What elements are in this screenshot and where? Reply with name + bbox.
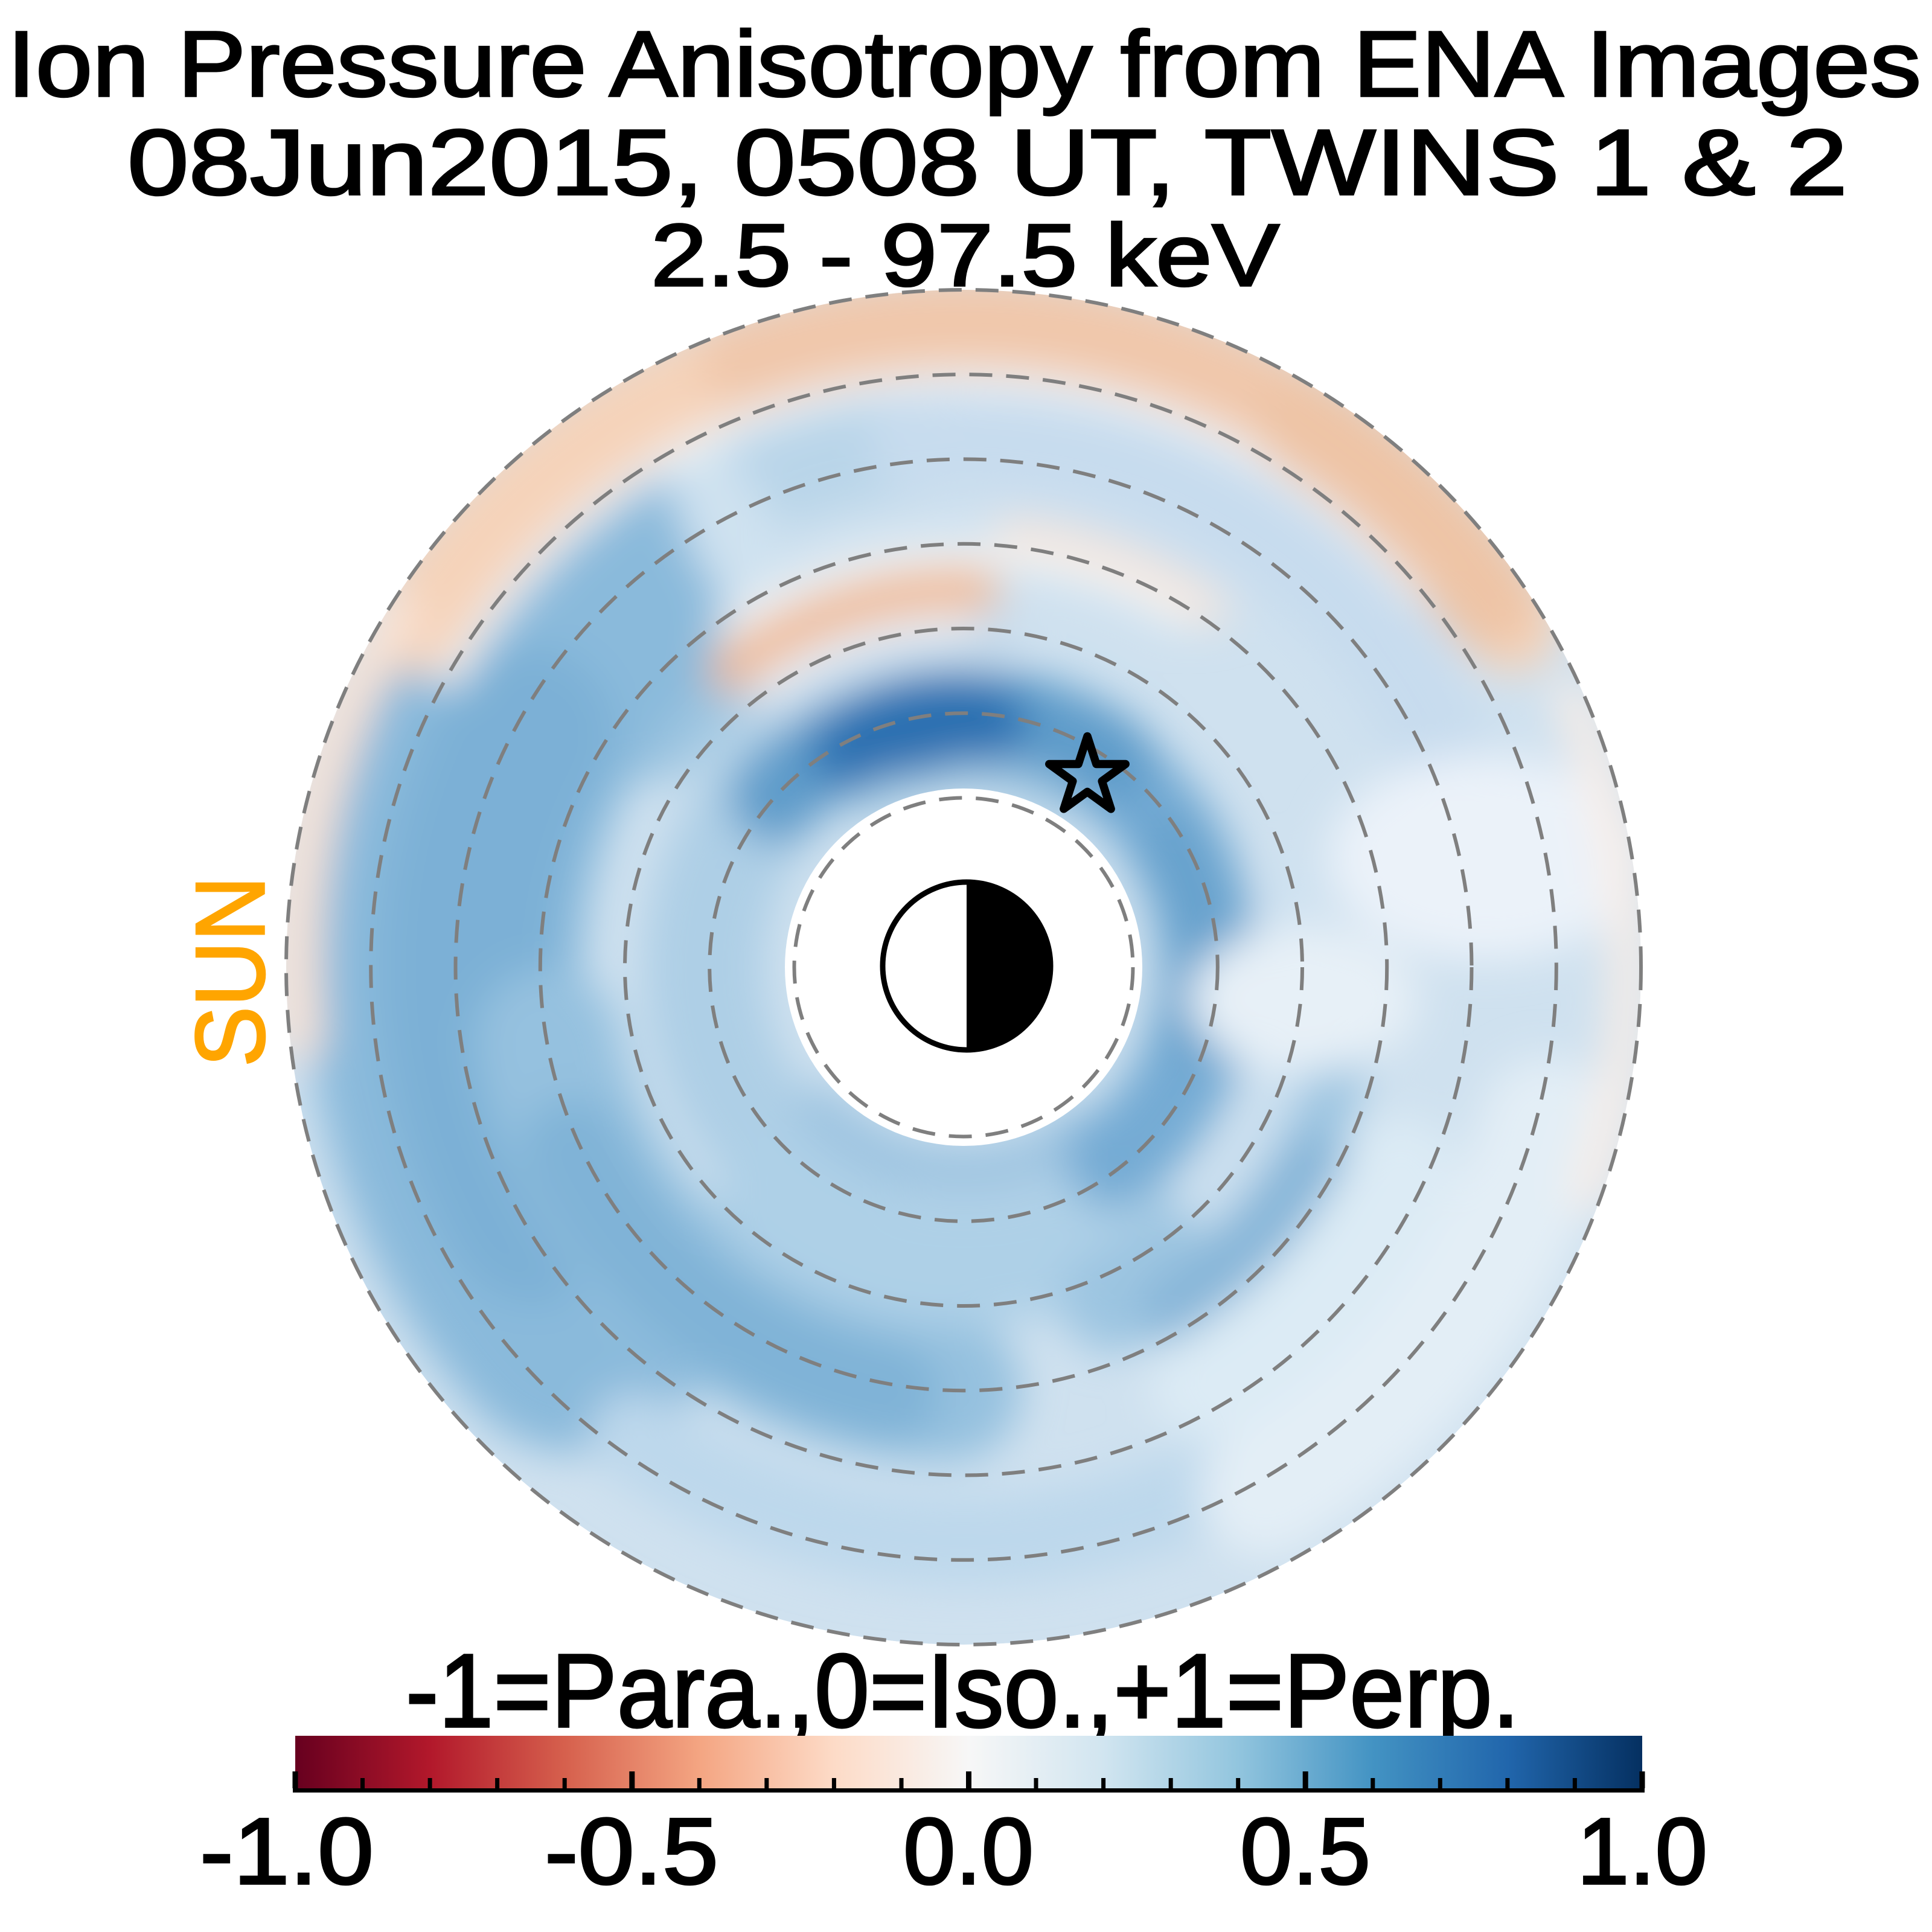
svg-text:08Jun2015, 0508 UT, TWINS 1 &: 08Jun2015, 0508 UT, TWINS 1 & 2 xyxy=(127,110,1847,214)
svg-text:SUN: SUN xyxy=(176,876,285,1067)
svg-text:Ion Pressure Anisotropy from: Ion Pressure Anisotropy from ENA Images xyxy=(7,12,1921,116)
svg-text:-1.0: -1.0 xyxy=(200,1799,374,1904)
svg-text:2.5 - 97.5 keV: 2.5 - 97.5 keV xyxy=(651,206,1279,304)
svg-text:1.0: 1.0 xyxy=(1577,1799,1707,1904)
svg-text:0.5: 0.5 xyxy=(1240,1799,1371,1904)
svg-text:0.0: 0.0 xyxy=(903,1799,1034,1904)
svg-text:-1=Para.,0=Iso.,+1=Perp.: -1=Para.,0=Iso.,+1=Perp. xyxy=(406,1632,1520,1749)
svg-text:-0.5: -0.5 xyxy=(545,1799,718,1904)
